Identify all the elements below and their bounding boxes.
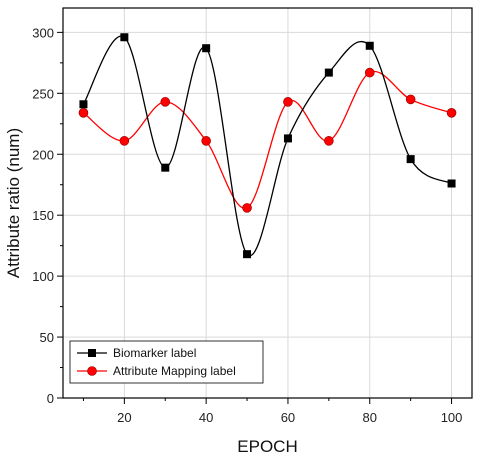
data-point-attribute-mapping-label bbox=[364, 67, 375, 78]
y-tick-label: 300 bbox=[32, 25, 54, 40]
legend-item-attribute-mapping-label: Attribute Mapping label bbox=[77, 364, 236, 378]
legend-box bbox=[69, 340, 264, 384]
legend-item-biomarker-label: Biomarker label bbox=[77, 346, 196, 360]
data-point-attribute-mapping-label bbox=[405, 94, 416, 105]
data-point-biomarker-label bbox=[202, 44, 211, 53]
x-tick-label: 80 bbox=[363, 410, 377, 425]
data-point-biomarker-label bbox=[365, 41, 374, 50]
x-tick-label: 100 bbox=[441, 410, 463, 425]
plot-frame bbox=[62, 7, 473, 399]
data-point-biomarker-label bbox=[406, 155, 415, 164]
x-axis-title: EPOCH bbox=[237, 437, 297, 456]
data-point-biomarker-label bbox=[120, 33, 129, 42]
data-point-attribute-mapping-label bbox=[78, 108, 89, 118]
data-point-attribute-mapping-label bbox=[119, 136, 130, 146]
series-line-attribute-mapping-label bbox=[83, 70, 452, 209]
data-point-biomarker-label bbox=[283, 134, 292, 143]
y-tick-label: 150 bbox=[32, 208, 54, 223]
grid bbox=[63, 8, 472, 398]
series-line-biomarker-label bbox=[82, 35, 452, 257]
data-point-attribute-mapping-label bbox=[324, 136, 334, 146]
y-axis-title: Attribute ratio (num) bbox=[4, 128, 23, 278]
y-tick-label: 250 bbox=[32, 86, 54, 101]
legend-label: Attribute Mapping label bbox=[113, 364, 236, 378]
series-biomarker-label bbox=[79, 33, 456, 259]
data-point-attribute-mapping-label bbox=[201, 136, 211, 146]
legend: Biomarker label Attribute Mapping label bbox=[69, 340, 264, 384]
data-point-attribute-mapping-label bbox=[446, 108, 457, 118]
data-point-biomarker-label bbox=[447, 179, 456, 188]
data-point-attribute-mapping-label bbox=[160, 97, 171, 107]
x-tick-label: 60 bbox=[281, 410, 295, 425]
data-point-attribute-mapping-label bbox=[283, 97, 293, 107]
axes: 20 40 60 80 100 0 50 100 150 200 250 300 bbox=[32, 25, 462, 425]
data-point-biomarker-label bbox=[243, 250, 252, 259]
legend-marker bbox=[87, 366, 97, 376]
series-layer bbox=[78, 33, 457, 259]
x-tick-label: 40 bbox=[199, 410, 213, 425]
legend-marker bbox=[88, 349, 96, 357]
series-attribute-mapping-label bbox=[78, 67, 457, 213]
legend-label: Biomarker label bbox=[113, 346, 196, 360]
x-tick-label: 20 bbox=[117, 410, 131, 425]
data-point-attribute-mapping-label bbox=[242, 203, 252, 213]
data-point-biomarker-label bbox=[161, 163, 170, 172]
y-tick-label: 0 bbox=[47, 391, 54, 406]
y-tick-label: 50 bbox=[40, 330, 54, 345]
data-point-biomarker-label bbox=[79, 100, 88, 109]
y-tick-label: 100 bbox=[32, 269, 54, 284]
y-tick-label: 200 bbox=[32, 147, 54, 162]
data-point-biomarker-label bbox=[324, 68, 333, 77]
